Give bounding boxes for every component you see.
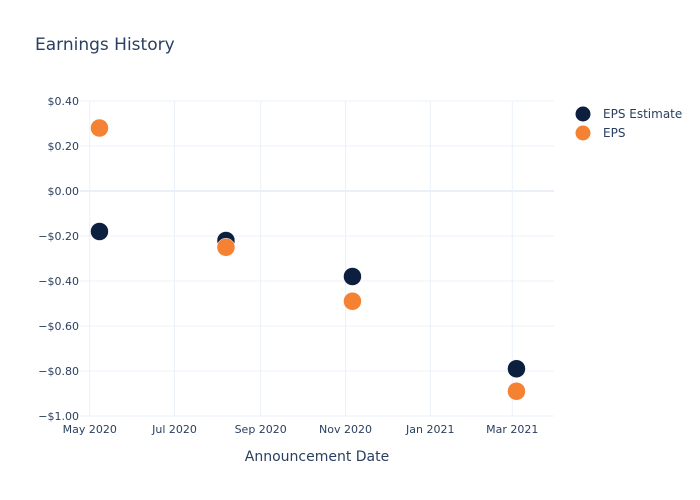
x-tick-label: May 2020 bbox=[63, 423, 117, 436]
x-tick-label: Nov 2020 bbox=[319, 423, 372, 436]
data-point[interactable] bbox=[507, 382, 526, 401]
legend-marker bbox=[575, 125, 591, 141]
x-axis-ticks: May 2020 Jul 2020 Sep 2020 Nov 2020 Jan 2021… bbox=[63, 423, 539, 436]
legend: EPS Estimate EPS bbox=[575, 106, 683, 141]
grid-lines bbox=[80, 100, 554, 417]
data-point[interactable] bbox=[90, 222, 109, 241]
legend-label: EPS Estimate bbox=[603, 107, 682, 121]
y-tick-label: $0.40 bbox=[48, 95, 80, 108]
legend-item[interactable]: EPS Estimate bbox=[575, 106, 683, 122]
x-tick-label: Jan 2021 bbox=[405, 423, 454, 436]
x-tick-label: Jul 2020 bbox=[151, 423, 197, 436]
y-tick-label: −$0.80 bbox=[38, 365, 79, 378]
data-point[interactable] bbox=[216, 238, 236, 257]
y-axis-ticks: $0.40 $0.20 $0.00 −$0.20 −$0.40 −$0.60 −$0.80 −… bbox=[38, 95, 79, 423]
y-tick-label: −$0.60 bbox=[38, 320, 79, 333]
y-tick-label: −$0.20 bbox=[38, 230, 79, 243]
y-tick-label: −$1.00 bbox=[38, 410, 79, 423]
chart-title: Earnings History bbox=[35, 35, 175, 55]
x-tick-label: Sep 2020 bbox=[235, 423, 287, 436]
y-tick-label: $0.20 bbox=[48, 140, 80, 153]
x-tick-label: Mar 2021 bbox=[486, 423, 538, 436]
x-axis-title: Announcement Date bbox=[245, 449, 389, 465]
data-point[interactable] bbox=[90, 118, 109, 138]
series-eps bbox=[90, 118, 526, 401]
series-eps-estimate bbox=[90, 222, 526, 378]
data-point[interactable] bbox=[507, 359, 526, 378]
data-point[interactable] bbox=[343, 267, 362, 286]
data-point[interactable] bbox=[343, 292, 362, 311]
data-points bbox=[90, 118, 526, 401]
legend-item[interactable]: EPS bbox=[575, 125, 626, 141]
y-tick-label: −$0.40 bbox=[38, 275, 79, 288]
y-tick-label: $0.00 bbox=[48, 185, 80, 198]
legend-marker bbox=[575, 106, 591, 122]
legend-label: EPS bbox=[603, 126, 625, 140]
